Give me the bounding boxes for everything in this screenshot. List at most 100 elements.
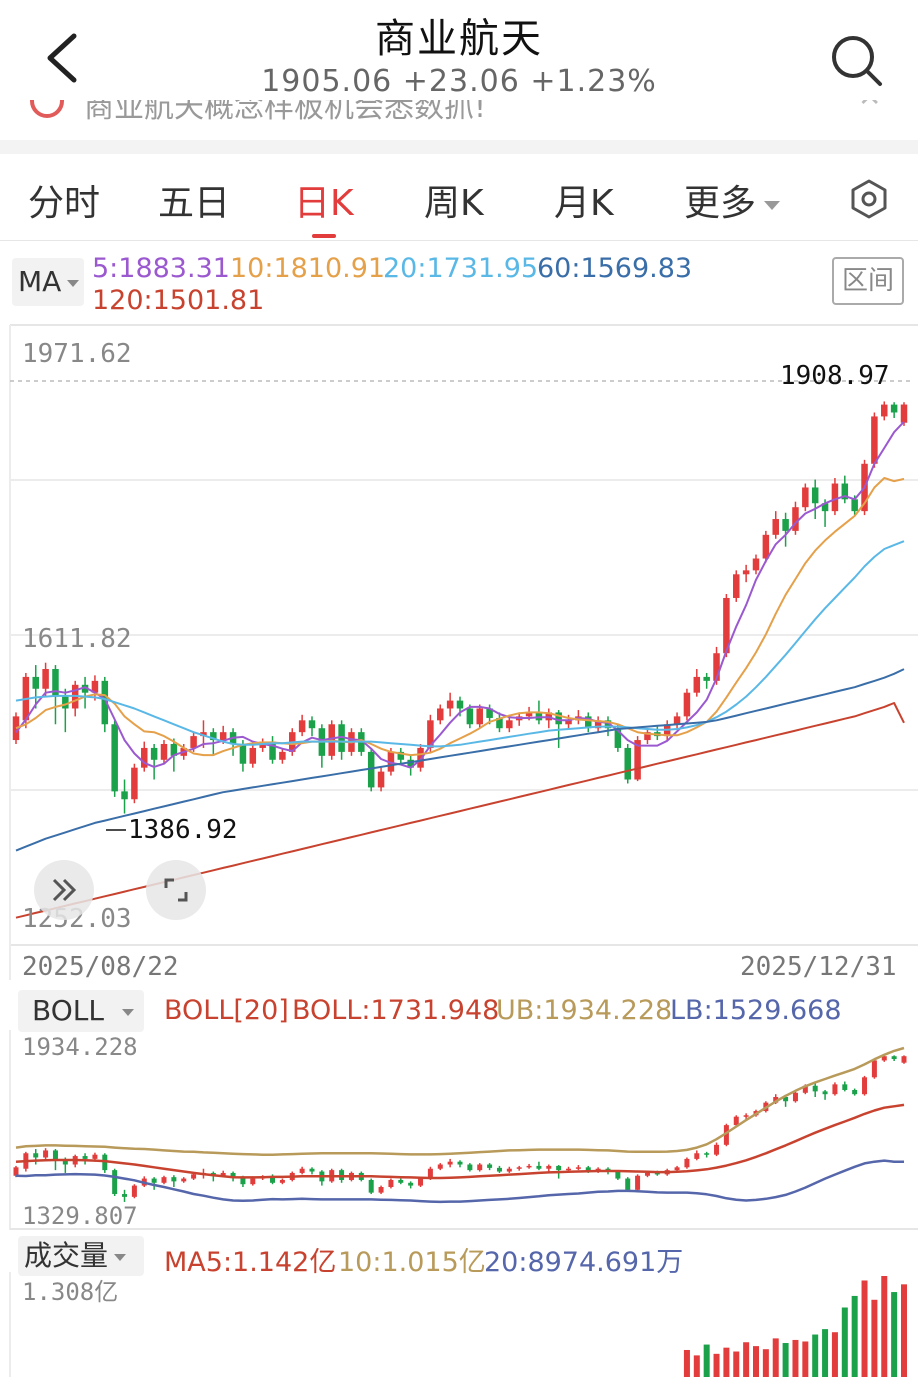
candles-group	[12, 401, 908, 814]
volume-bar	[683, 1349, 690, 1377]
kline-candle-body	[703, 676, 710, 681]
boll-candle-body	[408, 1182, 414, 1186]
boll-candle-body	[832, 1084, 838, 1095]
kline-candle-body	[387, 751, 395, 772]
boll-candle-body	[674, 1167, 680, 1171]
divider	[0, 140, 918, 154]
kline-candle-body	[32, 676, 39, 689]
boll-candle-body	[112, 1170, 118, 1195]
volume-bar	[861, 1280, 868, 1377]
kline-candle-body	[881, 404, 888, 417]
kline-candle-body	[555, 712, 562, 725]
tab-monthly-k[interactable]: 月K	[554, 183, 614, 224]
kline-candle-body	[673, 716, 681, 725]
expand-icon[interactable]	[34, 860, 94, 920]
boll-selector[interactable]: BOLL	[18, 990, 144, 1032]
boll-candle-body	[33, 1153, 39, 1158]
kline-candle-body	[782, 519, 789, 531]
boll-middle-band	[15, 1103, 905, 1180]
boll-candle-body	[467, 1164, 473, 1171]
kline-candle-body	[713, 653, 720, 681]
volume-bar	[713, 1353, 720, 1377]
boll-candle-body	[822, 1091, 828, 1095]
volume-chart[interactable]: 1.308亿	[0, 1272, 918, 1377]
volume-selector-label: 成交量	[24, 1239, 109, 1272]
tab-more[interactable]: 更多	[684, 174, 781, 226]
kline-candle-body	[62, 696, 69, 709]
boll-candle-body	[901, 1056, 907, 1063]
tab-daily-k[interactable]: 日K	[294, 183, 354, 224]
boll-candle-body	[151, 1178, 157, 1183]
boll-candle-body	[546, 1165, 552, 1169]
boll-candle-body	[585, 1167, 591, 1172]
close-icon[interactable]: ✕	[858, 100, 881, 113]
boll-candle-body	[309, 1168, 315, 1172]
volume-bar	[772, 1338, 779, 1377]
kline-candle-body	[160, 744, 168, 760]
kline-candle-body	[200, 732, 207, 737]
volume-ma5: MA5:1.142亿	[164, 1247, 337, 1278]
volume-bar	[792, 1339, 799, 1377]
fullscreen-icon[interactable]	[146, 860, 206, 920]
tab-intraday[interactable]: 分时	[28, 183, 101, 224]
kline-candle-body	[466, 708, 474, 725]
volume-bar	[891, 1292, 898, 1377]
search-icon[interactable]	[826, 30, 886, 90]
boll-candle-body	[723, 1125, 729, 1145]
settings-hexagon-icon[interactable]	[848, 178, 890, 220]
kline-candle-body	[279, 751, 286, 760]
volume-bar	[901, 1284, 907, 1377]
boll-candle-body	[82, 1156, 88, 1159]
back-arrow-icon[interactable]	[40, 28, 90, 88]
volume-bar	[822, 1329, 829, 1377]
kline-candle-body	[141, 747, 148, 768]
volume-selector[interactable]: 成交量	[18, 1236, 144, 1276]
tab-weekly-k[interactable]: 周K	[424, 183, 484, 224]
kline-candle-body	[506, 720, 513, 729]
low-annotation: 1386.92	[128, 815, 238, 845]
boll-chart[interactable]: 1934.228 1329.807	[0, 1030, 918, 1230]
kline-candle-body	[871, 416, 878, 464]
boll-candle-body	[131, 1185, 137, 1197]
volume-bar	[851, 1295, 858, 1377]
kline-candle-body	[81, 684, 89, 693]
kline-candle-body	[210, 732, 217, 741]
kline-candle-body	[792, 507, 799, 531]
boll-candle-body	[427, 1168, 433, 1179]
kline-candle-body	[604, 720, 612, 729]
y-axis-top-label: 1971.62	[22, 339, 132, 369]
volume-bar	[733, 1351, 740, 1377]
news-ticker[interactable]: 商业航天概念样板机会悉数抓! ✕	[0, 100, 918, 140]
volume-bar	[812, 1334, 819, 1377]
boll-ub-value: UB:1934.228	[496, 995, 673, 1026]
kline-candle-body	[269, 741, 276, 760]
kline-chart[interactable]: 1971.62 1611.82 1252.03 1908.97 1386.92 …	[0, 320, 918, 980]
kline-candle-body	[170, 744, 178, 756]
high-annotation: 1908.97	[780, 361, 890, 391]
ma-selector-label: MA	[18, 265, 62, 298]
boll-candle-body	[13, 1167, 19, 1176]
boll-candle-body	[477, 1164, 483, 1171]
ma20-value: 20:1731.95	[383, 253, 539, 284]
boll-candle-body	[635, 1175, 641, 1190]
volume-bars-group	[683, 1276, 907, 1377]
boll-axis-top: 1934.228	[22, 1033, 138, 1061]
interval-button[interactable]: 区间	[832, 257, 904, 305]
y-axis-mid-label: 1611.82	[22, 624, 132, 654]
chevron-down-icon	[764, 200, 781, 210]
tab-five-day[interactable]: 五日	[158, 183, 231, 224]
boll-lb-value: LB:1529.668	[670, 995, 842, 1026]
boll-candle-body	[299, 1168, 305, 1173]
kline-candle-body	[614, 728, 622, 748]
ma-selector[interactable]: MA	[12, 258, 84, 306]
kline-candle-body	[476, 708, 483, 725]
active-tab-indicator	[312, 234, 336, 238]
kline-candle-body	[496, 717, 503, 729]
boll-candle-body	[862, 1077, 868, 1095]
ma10-value: 10:1810.91	[230, 253, 386, 284]
kline-candle-body	[417, 747, 424, 768]
kline-candle-body	[446, 700, 454, 709]
boll-candle-body	[792, 1092, 798, 1102]
boll-candle-body	[694, 1153, 700, 1159]
kline-candle-body	[890, 404, 898, 413]
